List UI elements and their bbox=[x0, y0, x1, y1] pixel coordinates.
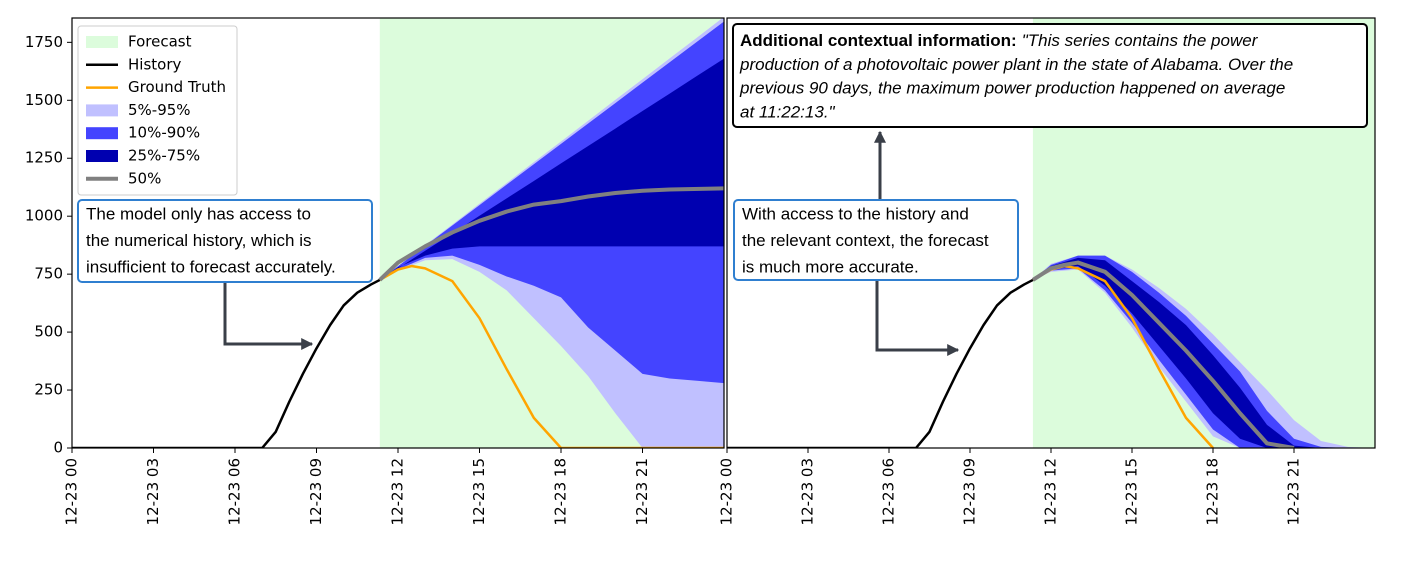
x-tick-label: 12-23 18 bbox=[552, 458, 570, 525]
x-tick-label: 12-23 00 bbox=[718, 458, 736, 525]
x-tick-label: 12-23 09 bbox=[961, 458, 979, 525]
arrow bbox=[223, 283, 314, 350]
series-line bbox=[72, 278, 381, 448]
annotation-box bbox=[77, 199, 373, 283]
y-tick-label: 1000 bbox=[25, 207, 63, 225]
legend-swatch bbox=[86, 104, 118, 117]
legend-swatch bbox=[86, 36, 118, 48]
series-line bbox=[379, 264, 724, 448]
annotation-text: The model only has access to bbox=[86, 204, 311, 223]
series-line bbox=[727, 278, 1034, 448]
context-line: production of a photovoltaic power plant… bbox=[739, 55, 1293, 74]
arrow bbox=[875, 281, 960, 356]
legend-label: 10%-90% bbox=[128, 124, 200, 142]
context-text: production of a photovoltaic power plant… bbox=[739, 55, 1293, 74]
context-label: Additional contextual information: bbox=[740, 31, 1017, 50]
x-tick-label: 12-23 03 bbox=[144, 458, 162, 525]
context-line: previous 90 days, the maximum power prod… bbox=[739, 79, 1285, 98]
y-tick-label: 1250 bbox=[25, 149, 63, 167]
x-tick-label: 12-23 18 bbox=[1204, 458, 1222, 525]
legend-label: Ground Truth bbox=[128, 78, 226, 96]
annotation-box bbox=[733, 199, 1019, 281]
x-tick-label: 12-23 15 bbox=[470, 458, 488, 525]
y-tick-label: 1500 bbox=[25, 91, 63, 109]
legend-swatch bbox=[86, 127, 118, 140]
annotation-text: is much more accurate. bbox=[742, 257, 919, 276]
legend-label: 25%-75% bbox=[128, 147, 200, 165]
x-tick-label: 12-23 15 bbox=[1123, 458, 1141, 525]
annotation-text: the relevant context, the forecast bbox=[742, 231, 989, 250]
legend-swatch bbox=[86, 150, 118, 162]
series-line bbox=[1031, 260, 1295, 448]
y-tick-label: 250 bbox=[34, 381, 63, 399]
annotation-text: insufficient to forecast accurately. bbox=[86, 257, 336, 276]
legend-label: 50% bbox=[128, 169, 161, 187]
y-tick-label: 1750 bbox=[25, 33, 63, 51]
context-line: at 11:22:13." bbox=[740, 103, 836, 122]
x-tick-label: 12-23 21 bbox=[633, 458, 651, 525]
x-tick-label: 12-23 03 bbox=[799, 458, 817, 525]
context-line: Additional contextual information: "This … bbox=[740, 31, 1259, 50]
context-text: at 11:22:13." bbox=[740, 103, 836, 122]
series-line bbox=[378, 186, 724, 282]
legend: Forecast History Ground Truth 5%-95% 10%-90%… bbox=[77, 25, 238, 196]
x-tick-label: 12-23 06 bbox=[880, 458, 898, 525]
x-tick-label: 12-23 12 bbox=[1042, 458, 1060, 525]
y-tick-label: 500 bbox=[34, 323, 63, 341]
x-tick-label: 12-23 06 bbox=[226, 458, 244, 525]
panel-left: 12-23 00 12-23 03 12-23 06 12-23 09 12-23 12… bbox=[25, 17, 725, 525]
context-box bbox=[732, 23, 1368, 128]
plot-area bbox=[72, 18, 724, 448]
legend-label: History bbox=[128, 55, 181, 73]
y-tick-label: 750 bbox=[34, 265, 63, 283]
annotations: The model only has access to the numerica… bbox=[77, 23, 1368, 283]
x-tick-label: 12-23 21 bbox=[1285, 458, 1303, 525]
x-tick-label: 12-23 09 bbox=[307, 458, 325, 525]
x-tick-label: 12-23 12 bbox=[389, 458, 407, 525]
annotation-text: the numerical history, which is bbox=[86, 231, 312, 250]
x-tick-label: 12-23 00 bbox=[63, 458, 81, 525]
context-text: "This series contains the power bbox=[1022, 31, 1259, 50]
legend-label: Forecast bbox=[128, 33, 192, 51]
legend-label: 5%-95% bbox=[128, 101, 191, 119]
arrows bbox=[223, 130, 960, 356]
quantile-band bbox=[1032, 257, 1375, 448]
context-text: previous 90 days, the maximum power prod… bbox=[739, 79, 1285, 98]
annotation-text: With access to the history and bbox=[742, 204, 969, 223]
y-tick-label: 0 bbox=[53, 439, 63, 457]
